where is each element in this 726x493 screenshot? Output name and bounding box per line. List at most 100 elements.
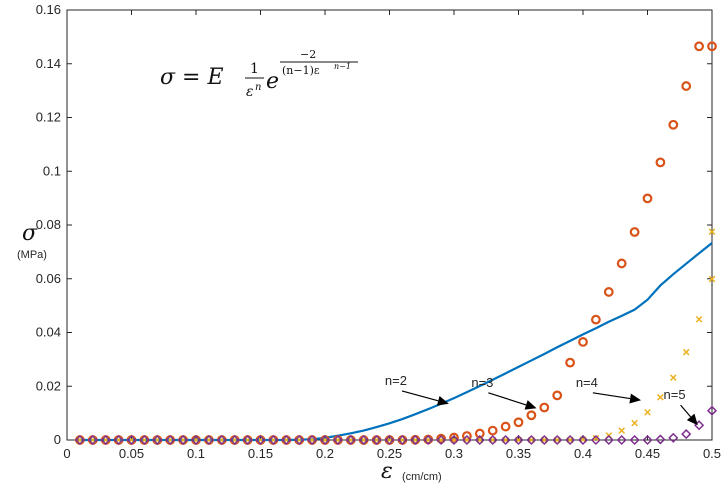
x-tick-label: 0.4: [574, 446, 592, 461]
data-point-diamond: [139, 434, 150, 446]
data-point-circle: [668, 119, 679, 130]
x-tick-label: 0.45: [635, 446, 660, 461]
equation-lhs: σ = E: [160, 65, 224, 90]
data-point-diamond: [448, 434, 460, 446]
data-point-diamond: [281, 434, 292, 446]
data-point-diamond: [474, 434, 485, 446]
annotation-arrow-head: [524, 400, 537, 410]
y-tick-label: 0.06: [36, 271, 61, 286]
data-point-diamond: [345, 434, 356, 446]
x-tick-label: 0.3: [445, 446, 463, 461]
annotation: n=4: [576, 375, 642, 404]
x-axis-label: ε: [381, 459, 393, 484]
equation-frac-denominator: ε: [246, 84, 254, 100]
annotation: n=2: [385, 373, 449, 406]
data-point-circle: [655, 157, 666, 168]
x-tick-label: 0.25: [377, 446, 402, 461]
data-point-diamond: [629, 434, 640, 446]
data-point-x: [708, 275, 716, 283]
y-axis-label: σ: [22, 221, 38, 246]
data-point-diamond: [526, 434, 537, 446]
data-point-diamond: [319, 434, 331, 446]
data-point-diamond: [410, 434, 421, 446]
data-point-x: [631, 419, 638, 427]
annotation: n=3: [471, 375, 537, 410]
annotation-arrow-head: [436, 395, 449, 406]
annotation-arrow-line: [592, 392, 631, 400]
x-tick-label: 0.35: [506, 446, 531, 461]
equation-base: e: [266, 69, 279, 94]
x-axis-unit: (cm/cm): [402, 471, 442, 483]
data-point-diamond: [358, 434, 369, 446]
data-point-diamond: [706, 405, 718, 416]
data-point-diamond: [294, 434, 305, 446]
data-point-diamond: [152, 434, 163, 446]
annotation-label: n=4: [576, 375, 598, 390]
x-tick-label: 0.15: [248, 446, 273, 461]
data-point-circle: [616, 258, 627, 269]
extra-point: [708, 228, 716, 236]
data-point-x: [682, 348, 690, 356]
data-point-diamond: [565, 434, 576, 446]
data-point-diamond: [242, 434, 253, 446]
data-point-circle: [436, 433, 447, 444]
data-point-circle: [449, 432, 459, 443]
data-point-diamond: [216, 434, 227, 446]
data-point-diamond: [668, 432, 679, 443]
equation-exp-denominator-exponent: n−1: [334, 62, 351, 71]
data-point-diamond: [203, 434, 214, 446]
data-point-diamond: [487, 434, 498, 446]
x-tick-label: 0.1: [187, 446, 205, 461]
data-point-circle: [552, 390, 563, 401]
data-point-diamond: [436, 434, 447, 446]
equation: σ = E 1 ε n e −2 (n−1)ε n−1: [160, 48, 358, 100]
data-point-x: [695, 316, 703, 323]
annotation-layer: n=2 n=3 n=4 n=5: [385, 373, 698, 426]
data-point-diamond: [371, 434, 382, 446]
data-point-diamond: [384, 434, 395, 446]
data-point-diamond: [590, 434, 601, 446]
data-point-circle: [500, 421, 511, 432]
annotation-arrow-line: [401, 390, 439, 402]
y-tick-label: 0.04: [36, 325, 61, 340]
x-tick-label: 0.5: [703, 446, 721, 461]
data-point-circle: [591, 314, 601, 325]
y-tick-label: 0: [54, 432, 61, 447]
series-layer: [74, 41, 718, 446]
data-point-circle: [474, 428, 485, 439]
x-tick-label: 0.2: [316, 446, 334, 461]
x-tick-label: 0.05: [119, 446, 144, 461]
data-point-x: [669, 374, 677, 381]
annotation-label: n=3: [471, 375, 493, 390]
annotation-arrow-line: [488, 392, 527, 406]
data-point-diamond: [577, 434, 589, 446]
data-point-diamond: [190, 434, 202, 446]
data-point-circle: [578, 337, 588, 347]
data-point-circle: [487, 425, 498, 436]
equation-exp-numerator: −2: [300, 48, 316, 61]
data-point-diamond: [539, 434, 550, 446]
data-point-circle: [565, 357, 575, 368]
data-point-circle: [539, 402, 550, 413]
data-point-diamond: [681, 429, 692, 440]
data-point-diamond: [461, 434, 472, 446]
data-point-diamond: [165, 434, 176, 446]
data-point-x: [708, 228, 716, 236]
data-point-x: [618, 427, 626, 434]
data-point-x: [657, 393, 664, 401]
data-point-diamond: [603, 434, 614, 446]
data-point-x: [644, 408, 651, 416]
data-point-diamond: [655, 434, 666, 445]
data-point-circle: [642, 193, 653, 204]
data-point-circle: [707, 41, 717, 52]
data-point-diamond: [500, 434, 511, 446]
y-tick-label: 0.08: [36, 217, 61, 232]
data-point-diamond: [307, 434, 318, 446]
annotation-label: n=2: [385, 373, 407, 388]
data-point-circle: [526, 410, 537, 421]
data-point-diamond: [423, 434, 434, 446]
annotation-label: n=5: [664, 387, 686, 402]
data-point-diamond: [255, 434, 266, 446]
